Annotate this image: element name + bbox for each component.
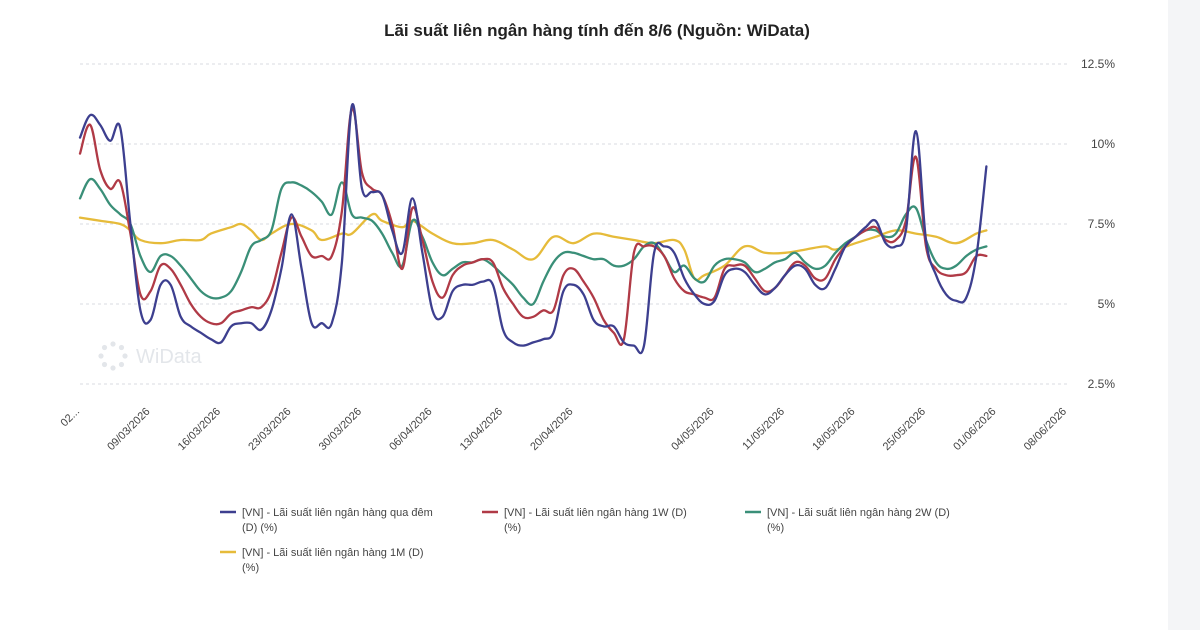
y-tick-label: 5% xyxy=(1098,297,1116,311)
x-tick-label: 08/06/2026 xyxy=(1022,406,1069,453)
y-tick-label: 12.5% xyxy=(1081,57,1115,71)
x-tick-label: 25/05/2026 xyxy=(881,406,928,453)
x-tick-label: 23/03/2026 xyxy=(246,406,293,453)
y-tick-label: 7.5% xyxy=(1088,217,1116,231)
logo-dot xyxy=(122,353,128,359)
x-tick-label: 11/05/2026 xyxy=(740,406,787,453)
logo-dot xyxy=(101,344,108,351)
series-lines xyxy=(78,103,988,355)
x-tick-label: 13/04/2026 xyxy=(458,406,505,453)
legend-label: [VN] - Lãi suất liên ngân hàng 2W (D) (%) xyxy=(767,507,950,534)
legend-label: [VN] - Lãi suất liên ngân hàng qua đêm (D… xyxy=(242,507,433,534)
x-tick-label: 18/05/2026 xyxy=(810,406,857,453)
y-axis-ticks: 12.5% 10% 7.5% 5% 2.5% xyxy=(1081,57,1115,391)
series-line-3 xyxy=(78,177,988,306)
series-line-4 xyxy=(78,212,988,282)
x-tick-label: 01/06/2026 xyxy=(951,406,998,453)
logo-dot xyxy=(101,361,108,368)
x-tick-label: 16/03/2026 xyxy=(176,406,223,453)
series-line-1 xyxy=(78,103,988,355)
x-tick-label: 06/04/2026 xyxy=(387,406,434,453)
x-tick-label: 09/03/2026 xyxy=(105,406,152,453)
widata-watermark: WiData xyxy=(98,341,202,371)
right-page-strip xyxy=(1168,0,1200,630)
chart-title: Lãi suất liên ngân hàng tính đến 8/6 (Ng… xyxy=(384,21,810,40)
chart-legend: [VN] - Lãi suất liên ngân hàng qua đêm (D… xyxy=(220,507,950,574)
x-tick-label: 20/04/2026 xyxy=(528,406,575,453)
legend-label: [VN] - Lãi suất liên ngân hàng 1M (D) (%) xyxy=(242,547,424,574)
watermark-text: WiData xyxy=(136,346,202,368)
x-tick-label: 30/03/2026 xyxy=(317,406,364,453)
logo-dot xyxy=(118,361,125,368)
x-tick-label: 04/05/2026 xyxy=(669,406,716,453)
y-gridlines xyxy=(80,63,1067,385)
y-tick-label: 10% xyxy=(1091,137,1115,151)
legend-label: [VN] - Lãi suất liên ngân hàng 1W (D) (%) xyxy=(504,507,687,534)
logo-dot xyxy=(98,353,104,359)
logo-dot xyxy=(110,341,116,347)
x-axis-ticks: 02... 09/03/2026 16/03/2026 23/03/2026 30/03… xyxy=(58,406,1069,453)
logo-dot xyxy=(118,344,125,351)
widata-logo-icon xyxy=(98,341,128,371)
y-tick-label: 2.5% xyxy=(1088,377,1116,391)
x-tick-label: 02... xyxy=(58,406,82,430)
logo-dot xyxy=(110,365,116,371)
series-line-2 xyxy=(78,107,988,346)
